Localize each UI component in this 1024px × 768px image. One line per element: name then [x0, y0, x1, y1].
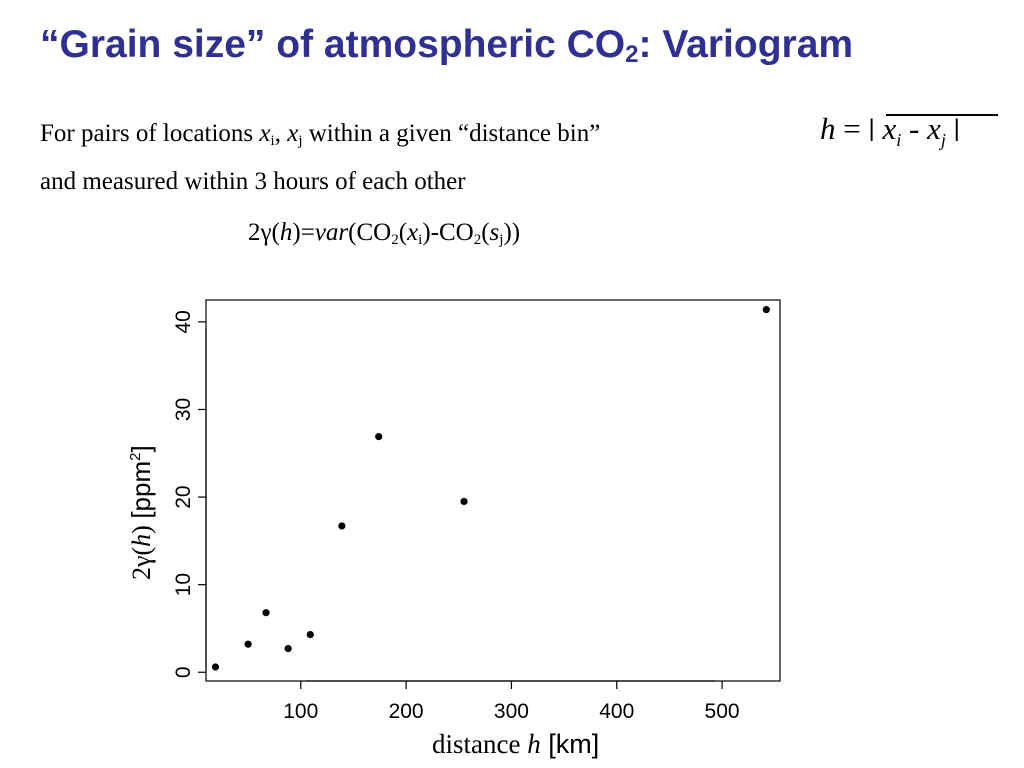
vf-var: var [314, 219, 349, 246]
formula-h: h [820, 111, 836, 146]
vf-c: (CO [348, 219, 392, 246]
formula-x: x [927, 111, 941, 146]
sub-j: j [298, 133, 303, 149]
distance-formula: h = | xi - xj | [820, 110, 998, 150]
data-point [762, 306, 770, 314]
abs-bar-right: | [953, 115, 960, 142]
sub-i: i [270, 133, 275, 149]
data-point [284, 644, 292, 653]
variogram-formula: 2γ(h)=var(CO2(xi)-CO2(sj)) [248, 218, 520, 248]
y-tick-label: 40 [172, 310, 195, 333]
x-ticks: 100 200 300 400 500 [283, 681, 740, 723]
abs-bar-left: | [868, 115, 875, 142]
title-main: “Grain size” of atmospheric CO [40, 23, 626, 66]
x-tick-label: 200 [389, 700, 424, 723]
y-tick-label: 20 [172, 485, 195, 508]
vf-a: 2γ( [248, 219, 280, 246]
x-tick-label: 100 [283, 700, 318, 723]
ylabel-b: ) [127, 518, 156, 534]
ylabel-unit-text: [ppm [126, 460, 156, 519]
data-point [460, 497, 468, 506]
var-x: x [259, 120, 271, 147]
x-tick-label: 400 [599, 700, 634, 723]
vf-d: ( [398, 219, 408, 246]
x-tick-label: 300 [494, 700, 529, 723]
data-point [338, 522, 346, 530]
data-point [306, 630, 314, 639]
formula-minus: - [901, 111, 928, 146]
vf-f: ( [481, 219, 490, 246]
y-tick-label: 30 [172, 398, 195, 421]
vf-i: i [418, 232, 423, 248]
vf-h: h [279, 219, 293, 246]
title-subscript: 2 [625, 41, 639, 68]
vf-j: j [499, 232, 504, 248]
x-tick-label: 500 [705, 700, 740, 723]
y-ticks: 0 10 20 30 40 [172, 310, 206, 678]
data-point [244, 640, 252, 648]
description-line-2: and measured within 3 hours of each othe… [40, 168, 466, 195]
data-point [262, 609, 270, 617]
xlabel-h: h [527, 729, 541, 759]
y-tick-label: 10 [172, 573, 195, 596]
ylabel-sup: 2 [127, 452, 144, 461]
vf-b: )= [292, 219, 315, 246]
vf-s: s [489, 219, 500, 246]
line1-text-a: For pairs of locations [40, 120, 260, 147]
vf-e: )-CO [422, 219, 474, 246]
xlabel-unit: [km] [540, 729, 600, 759]
plot-frame [205, 299, 781, 682]
x-axis-label: distance h [km] [432, 728, 599, 760]
data-point [211, 663, 220, 671]
line1-text-b: within a given “distance bin” [302, 120, 601, 147]
formula-overbar [886, 114, 998, 116]
formula-sub-j: j [940, 130, 946, 150]
vf-g: )) [503, 219, 521, 246]
vf-sub2a: 2 [391, 232, 399, 248]
comma: , [274, 120, 288, 147]
ylabel-close: ] [126, 445, 156, 453]
ylabel-a: 2γ( [127, 546, 156, 580]
description-line-1: For pairs of locations xi, xj within a g… [40, 119, 600, 149]
vf-x: x [407, 219, 419, 246]
formula-x: x [882, 111, 897, 146]
formula-sub-i: i [896, 130, 902, 150]
var-x: x [287, 120, 299, 147]
y-tick-label: 0 [172, 666, 195, 678]
data-points [211, 306, 770, 671]
ylabel-unit: [ppm2] [126, 445, 156, 518]
slide-title: “Grain size” of atmospheric CO2: Variogr… [40, 22, 1010, 69]
y-axis-label: 2γ(h) [ppm2] [126, 445, 156, 580]
vf-sub2b: 2 [473, 232, 482, 248]
title-end: : Variogram [638, 23, 854, 66]
ylabel-h: h [127, 533, 156, 547]
xlabel-a: distance [432, 729, 528, 759]
data-point [375, 433, 383, 441]
formula-equals: = [835, 111, 869, 146]
